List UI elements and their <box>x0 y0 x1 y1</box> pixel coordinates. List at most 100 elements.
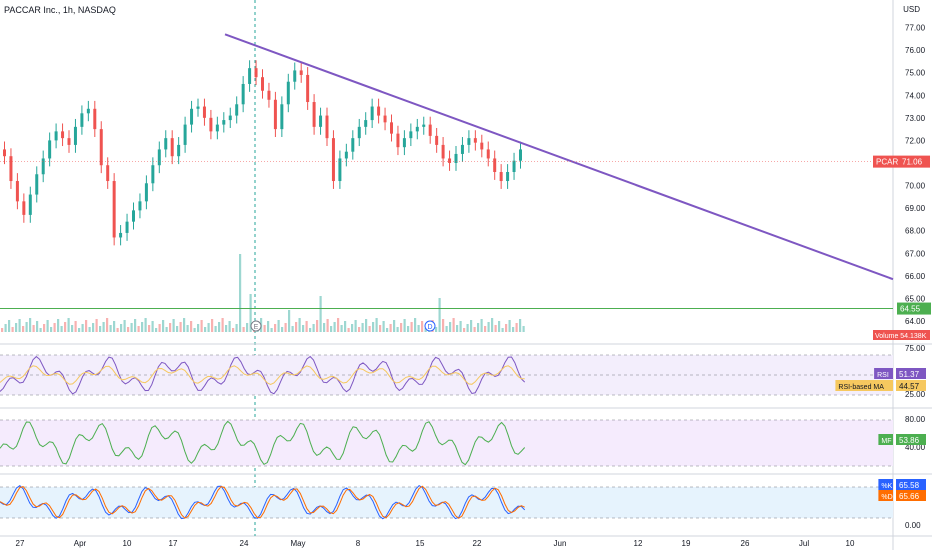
chart-title: PACCAR Inc., 1h, NASDAQ <box>4 5 116 15</box>
volume-bar <box>29 318 32 332</box>
volume-bar <box>484 326 487 332</box>
volume-bar <box>480 319 483 332</box>
volume-bar <box>32 325 35 332</box>
volume-bar <box>134 319 137 332</box>
indicator-value: 53.86 <box>899 436 920 445</box>
volume-bar <box>396 327 399 332</box>
time-tick-label: 15 <box>416 539 425 548</box>
volume-bar <box>330 326 333 332</box>
candle-body <box>422 124 426 127</box>
candle-body <box>99 129 103 166</box>
indicator-value-bg <box>896 479 926 490</box>
volume-bar <box>39 328 42 332</box>
candle-body <box>390 122 393 134</box>
candle-body <box>241 83 245 105</box>
candle-body <box>280 104 284 130</box>
candle-body <box>319 115 323 127</box>
indicator-value: 65.58 <box>899 481 920 490</box>
candle-body <box>80 113 84 127</box>
indicator-value: 65.66 <box>899 492 920 501</box>
volume-bar <box>340 325 343 332</box>
volume-bar <box>491 318 494 332</box>
price-tick-label: 67.00 <box>905 249 926 258</box>
volume-bar <box>246 323 249 332</box>
candle-body <box>93 108 97 130</box>
candle-body <box>177 144 181 157</box>
volume-bar <box>249 294 252 332</box>
volume-bar <box>74 321 77 332</box>
time-tick-label: 8 <box>356 539 361 548</box>
time-tick-label: 24 <box>240 539 249 548</box>
candle-body <box>254 68 258 78</box>
price-tick-label: 77.00 <box>905 24 926 33</box>
volume-bar <box>522 326 525 332</box>
volume-bar <box>354 320 357 332</box>
volume-bar <box>11 327 14 332</box>
event-marker <box>250 320 262 332</box>
candle-body <box>151 165 155 184</box>
volume-bar <box>225 325 228 332</box>
volume-bar <box>218 322 221 332</box>
volume-bar <box>312 324 315 332</box>
time-tick-label: 17 <box>169 539 178 548</box>
volume-bar <box>214 326 217 332</box>
volume-bar <box>333 322 336 332</box>
volume-bar <box>463 328 466 332</box>
volume-bar <box>15 323 18 332</box>
volume-bar <box>494 325 497 332</box>
candle-body <box>215 124 219 132</box>
volume-bar <box>64 322 67 332</box>
volume-bar <box>36 321 39 332</box>
volume-bar <box>228 321 231 332</box>
volume-bar <box>155 328 158 332</box>
candle-body <box>125 221 129 233</box>
volume-bar <box>459 321 462 332</box>
volume-bar <box>197 324 200 332</box>
indicator-tick-label: 75.00 <box>905 344 926 353</box>
candle-body <box>138 201 142 211</box>
volume-bar <box>466 324 469 332</box>
candle-body <box>273 99 277 130</box>
time-tick-label: 22 <box>473 539 482 548</box>
volume-bar <box>95 319 98 332</box>
volume-bar <box>508 320 511 332</box>
volume-bar <box>71 325 74 332</box>
indicator-name: %D <box>881 494 892 501</box>
price-tick-label: 66.00 <box>905 272 926 281</box>
candle-body <box>402 138 406 148</box>
support-line-label-bg <box>897 302 931 315</box>
volume-bar <box>22 326 25 332</box>
time-tick-label: May <box>290 539 305 548</box>
volume-bar <box>270 328 273 332</box>
volume-bar <box>452 318 455 332</box>
candle-body <box>519 149 522 161</box>
candle-body <box>15 181 19 202</box>
candle-body <box>209 117 213 132</box>
volume-bar <box>165 327 168 332</box>
candle-body <box>460 144 464 154</box>
candle-body <box>415 126 419 132</box>
candle-body <box>506 172 510 182</box>
candle-body <box>299 70 303 75</box>
volume-bar <box>382 321 385 332</box>
volume-bar <box>81 324 84 332</box>
candle-body <box>164 138 168 150</box>
volume-bar <box>487 322 490 332</box>
candle-body <box>409 131 413 139</box>
volume-bar <box>50 327 53 332</box>
volume-bar <box>92 323 95 332</box>
candle-body <box>73 126 77 145</box>
volume-bar <box>190 321 193 332</box>
volume-bar <box>302 325 305 332</box>
candle-body <box>61 131 65 139</box>
candle-body <box>196 106 200 109</box>
indicator-name-bg <box>878 434 893 445</box>
time-tick-label: Jun <box>554 539 567 548</box>
candle-body <box>435 135 439 145</box>
volume-bar <box>78 328 81 332</box>
volume-bar <box>186 325 189 332</box>
volume-bar <box>512 327 515 332</box>
volume-bar <box>239 254 242 332</box>
